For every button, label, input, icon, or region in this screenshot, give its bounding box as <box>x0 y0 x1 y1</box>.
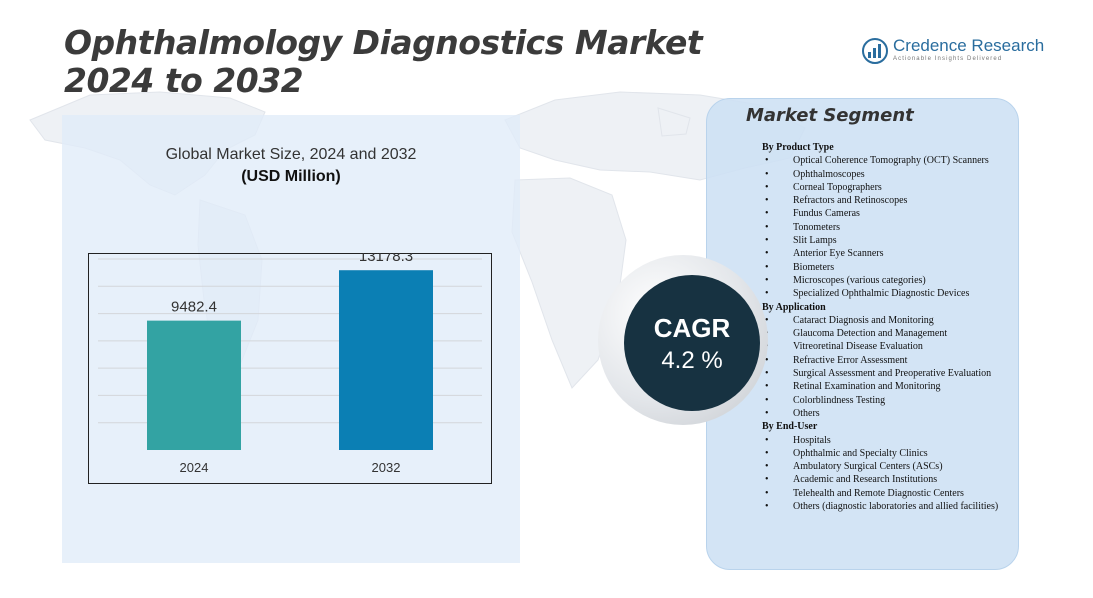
segment-item: Others <box>762 407 1024 421</box>
segment-heading: By End-User <box>762 421 818 433</box>
segment-heading: By Product Type <box>762 142 834 153</box>
segment-item: Ambulatory Surgical Centers (ASCs) <box>762 460 1024 474</box>
chart-panel <box>62 115 520 563</box>
segment-item: Optical Coherence Tomography (OCT) Scann… <box>762 154 1024 168</box>
cagr-value: 4.2 % <box>661 347 723 374</box>
segment-item: Anterior Eye Scanners <box>762 247 1024 261</box>
data-label: 13178.3 <box>359 253 413 265</box>
bar-2024 <box>147 320 241 450</box>
segment-item: Ophthalmoscopes <box>762 168 1024 182</box>
segment-item: Refractive Error Assessment <box>762 354 1024 368</box>
segment-item: Specialized Ophthalmic Diagnostic Device… <box>762 287 1024 301</box>
segment-item: Ophthalmic and Specialty Clinics <box>762 447 1024 461</box>
segment-item: Colorblindness Testing <box>762 394 1024 408</box>
segment-item: Glaucoma Detection and Management <box>762 327 1024 341</box>
cagr-badge: CAGR 4.2 % <box>624 275 760 411</box>
segment-item: Fundus Cameras <box>762 207 1024 221</box>
segment-list: By Product Type Optical Coherence Tomogr… <box>762 141 1024 514</box>
bar-chart: 9482.4 2024 13178.3 2032 <box>88 253 492 484</box>
data-label: 9482.4 <box>171 299 217 316</box>
title-line-2: 2024 to 2032 <box>64 61 304 100</box>
segment-item: Vitreoretinal Disease Evaluation <box>762 340 1024 354</box>
segment-item: Telehealth and Remote Diagnostic Centers <box>762 487 1024 501</box>
brand-tagline: Actionable Insights Delivered <box>893 56 1003 62</box>
segment-item: Cataract Diagnosis and Monitoring <box>762 314 1024 328</box>
page-title: Ophthalmology Diagnostics Market 2024 to… <box>64 23 703 100</box>
segment-item: Refractors and Retinoscopes <box>762 194 1024 208</box>
segment-item: Others (diagnostic laboratories and alli… <box>762 500 1024 514</box>
bar-2032 <box>339 270 433 450</box>
segment-item: Corneal Topographers <box>762 181 1024 195</box>
segment-item: Retinal Examination and Monitoring <box>762 380 1024 394</box>
credence-logo-icon <box>862 38 888 64</box>
segment-item: Hospitals <box>762 434 1024 448</box>
segment-heading: By Application <box>762 301 826 313</box>
chart-frame <box>88 253 492 484</box>
segment-item: Academic and Research Institutions <box>762 473 1024 487</box>
segment-item: Tonometers <box>762 221 1024 235</box>
segment-title: Market Segment <box>746 105 914 126</box>
segment-item: Microscopes (various categories) <box>762 274 1024 288</box>
segment-item: Biometers <box>762 261 1024 275</box>
segment-item: Slit Lamps <box>762 234 1024 248</box>
chart-unit-label: (USD Million) <box>241 168 341 185</box>
title-line-1: Ophthalmology Diagnostics Market <box>64 23 703 62</box>
x-tick-label: 2024 <box>180 460 209 475</box>
x-tick-label: 2032 <box>372 460 401 475</box>
segment-item: Surgical Assessment and Preoperative Eva… <box>762 367 1024 381</box>
brand-name: Credence Research <box>893 36 1045 55</box>
cagr-label: CAGR <box>653 313 731 343</box>
chart-title: Global Market Size, 2024 and 2032 <box>165 146 417 163</box>
